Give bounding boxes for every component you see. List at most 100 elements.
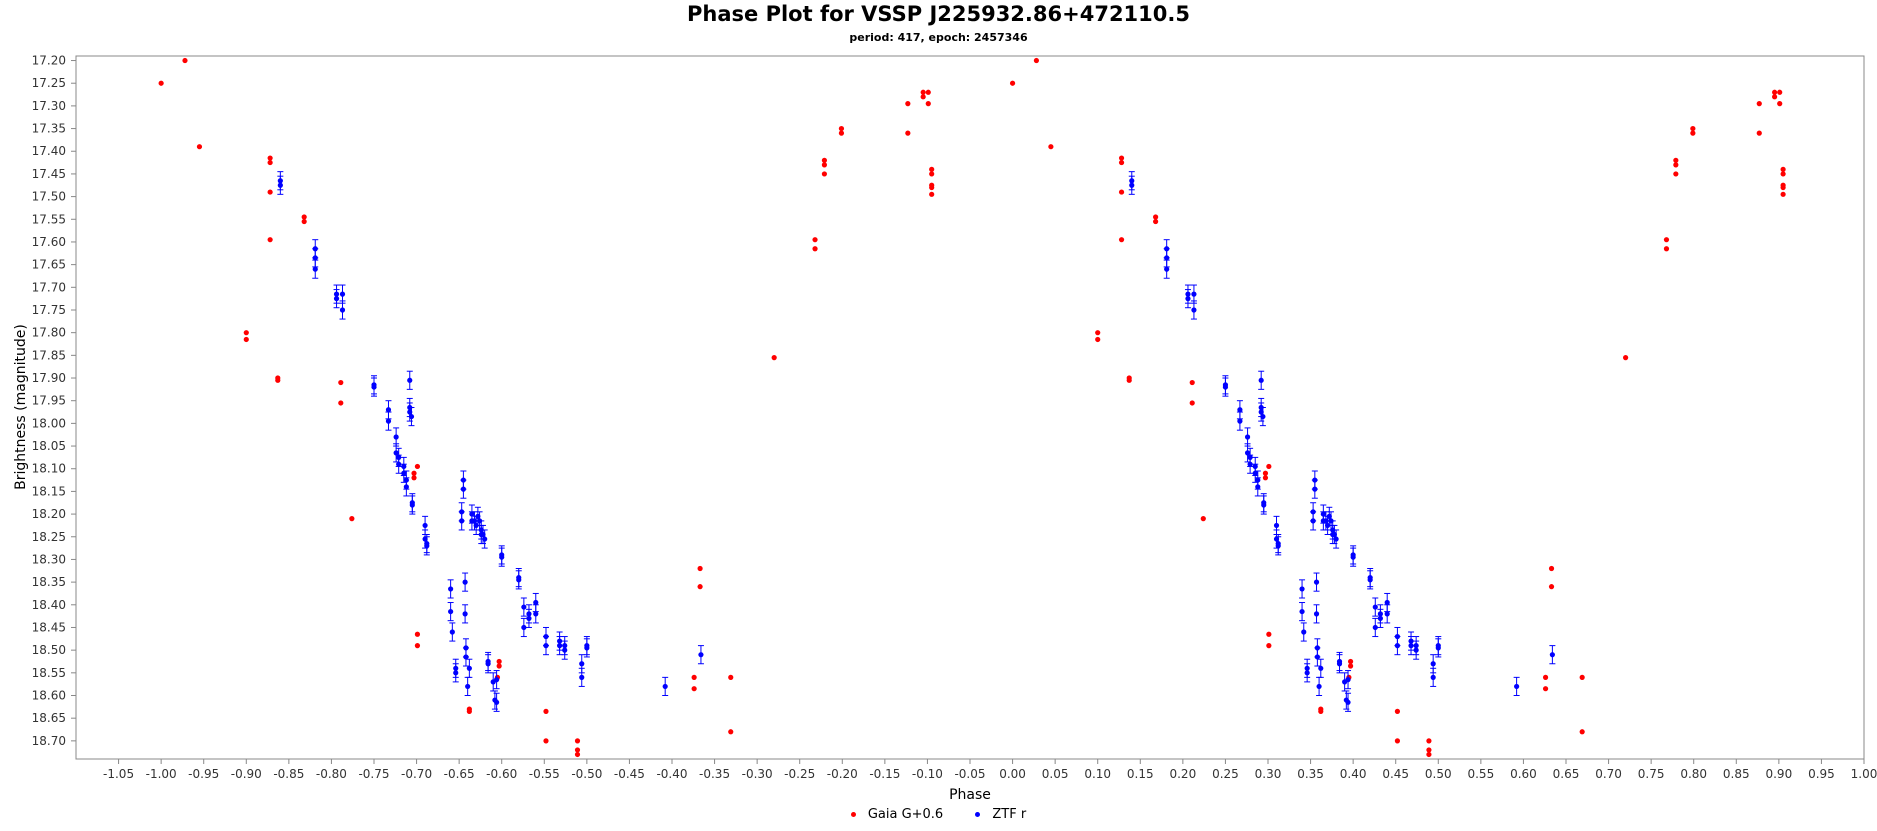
ztf-point: [562, 643, 568, 649]
ztf-point: [1313, 579, 1320, 585]
ztf-point: [1367, 577, 1373, 583]
gaia-point: [1777, 101, 1783, 107]
x-tick-label: -0.35: [699, 767, 730, 781]
y-tick-label: 18.60: [32, 689, 66, 703]
x-tick-label: -0.85: [273, 767, 304, 781]
ztf-point: [494, 699, 500, 705]
y-tick-label: 17.85: [32, 348, 66, 362]
ztf-point: [466, 665, 472, 671]
ztf-point: [698, 652, 704, 658]
gaia-point: [496, 663, 502, 669]
ztf-point: [463, 654, 469, 660]
ztf-point: [1299, 586, 1305, 592]
ztf-point: [1345, 699, 1351, 705]
x-tick-label: 0.35: [1297, 767, 1324, 781]
gaia-point: [1189, 400, 1195, 406]
x-axis-label: Phase: [949, 787, 991, 803]
gaia-point: [196, 144, 203, 150]
ztf-point: [460, 477, 466, 483]
x-tick-label: -1.05: [103, 767, 134, 781]
x-tick-label: 0.70: [1595, 767, 1622, 781]
gaia-point: [267, 159, 273, 166]
ztf-point: [393, 434, 399, 440]
ztf-point: [448, 586, 454, 592]
ztf-point: [409, 502, 415, 508]
y-tick-label: 18.45: [32, 620, 66, 634]
gaia-point: [697, 565, 703, 572]
ztf-point: [1252, 470, 1258, 476]
x-tick-label: 0.00: [999, 767, 1026, 781]
gaia-point: [925, 101, 931, 107]
x-tick-label: -0.20: [827, 767, 858, 781]
x-tick-label: -0.70: [401, 767, 432, 781]
ztf-point: [662, 683, 668, 690]
x-tick-label: -0.40: [656, 767, 687, 781]
legend-marker-ztf: [975, 812, 981, 817]
gaia-point: [1542, 686, 1549, 692]
x-tick-label: -0.65: [444, 767, 475, 781]
gaia-point: [267, 189, 273, 195]
ztf-point: [1372, 604, 1378, 610]
x-tick-label: 0.95: [1808, 767, 1835, 781]
ztf-point: [1299, 608, 1305, 615]
x-tick-label: 0.10: [1084, 767, 1111, 781]
gaia-point: [496, 658, 502, 665]
chart-title: Phase Plot for VSSP J225932.86+472110.5: [687, 2, 1190, 26]
y-tick-label: 17.90: [32, 371, 66, 385]
y-tick-label: 18.50: [32, 643, 66, 657]
gaia-point: [1772, 89, 1778, 95]
x-tick-label: -0.95: [188, 767, 219, 781]
gaia-point: [1548, 584, 1555, 590]
ztf-point: [396, 461, 402, 467]
x-tick-label: 0.30: [1255, 767, 1282, 781]
ztf-point: [1413, 643, 1419, 649]
gaia-point: [1095, 336, 1101, 343]
legend: Gaia G+0.6 ZTF r: [0, 807, 1877, 822]
x-tick-label: 0.05: [1042, 767, 1069, 781]
y-tick-label: 17.40: [32, 144, 66, 158]
gaia-point: [338, 400, 344, 406]
legend-item-gaia: Gaia G+0.6: [850, 807, 943, 822]
y-tick-label: 17.30: [32, 99, 66, 113]
gaia-point: [920, 94, 926, 100]
gaia-point: [267, 155, 273, 161]
data-layer: [158, 57, 1786, 758]
gaia-point: [1690, 130, 1696, 136]
legend-item-ztf: ZTF r: [975, 807, 1026, 822]
ztf-point: [1191, 291, 1197, 297]
y-tick-label: 17.55: [32, 212, 66, 226]
ztf-point: [1384, 611, 1390, 617]
ztf-point: [1377, 611, 1383, 617]
ztf-point: [462, 611, 468, 617]
gaia-point: [301, 218, 307, 225]
ztf-point: [1273, 522, 1280, 529]
gaia-point: [1548, 565, 1555, 572]
ztf-point: [1244, 434, 1251, 440]
ztf-point: [1129, 182, 1135, 188]
gaia-point: [821, 157, 828, 163]
x-tick-label: 0.45: [1382, 767, 1409, 781]
gaia-point: [728, 729, 734, 735]
ztf-point: [1372, 624, 1378, 631]
gaia-point: [1542, 674, 1549, 680]
ztf-point: [543, 643, 549, 649]
x-tick-label: 0.90: [1765, 767, 1792, 781]
ztf-point: [485, 661, 491, 667]
y-tick-label: 18.40: [32, 598, 66, 612]
x-tick-label: -0.05: [954, 767, 985, 781]
y-axis: 17.20 17.25 17.30 17.35 17.40 17.45 17.50 17.55…: [32, 54, 76, 748]
ztf-point: [453, 670, 459, 676]
ztf-point: [521, 604, 527, 610]
y-tick-label: 18.00: [32, 416, 66, 430]
gaia-point: [691, 686, 697, 692]
gaia-point: [1663, 237, 1670, 243]
gaia-point: [1673, 162, 1679, 168]
y-tick-label: 17.50: [32, 190, 66, 204]
y-tick-label: 17.75: [32, 303, 66, 317]
gaia-point: [182, 57, 188, 64]
gaia-point: [1623, 355, 1629, 361]
gaia-point: [466, 708, 472, 714]
gaia-point: [1756, 101, 1762, 107]
gaia-point: [1780, 171, 1786, 177]
